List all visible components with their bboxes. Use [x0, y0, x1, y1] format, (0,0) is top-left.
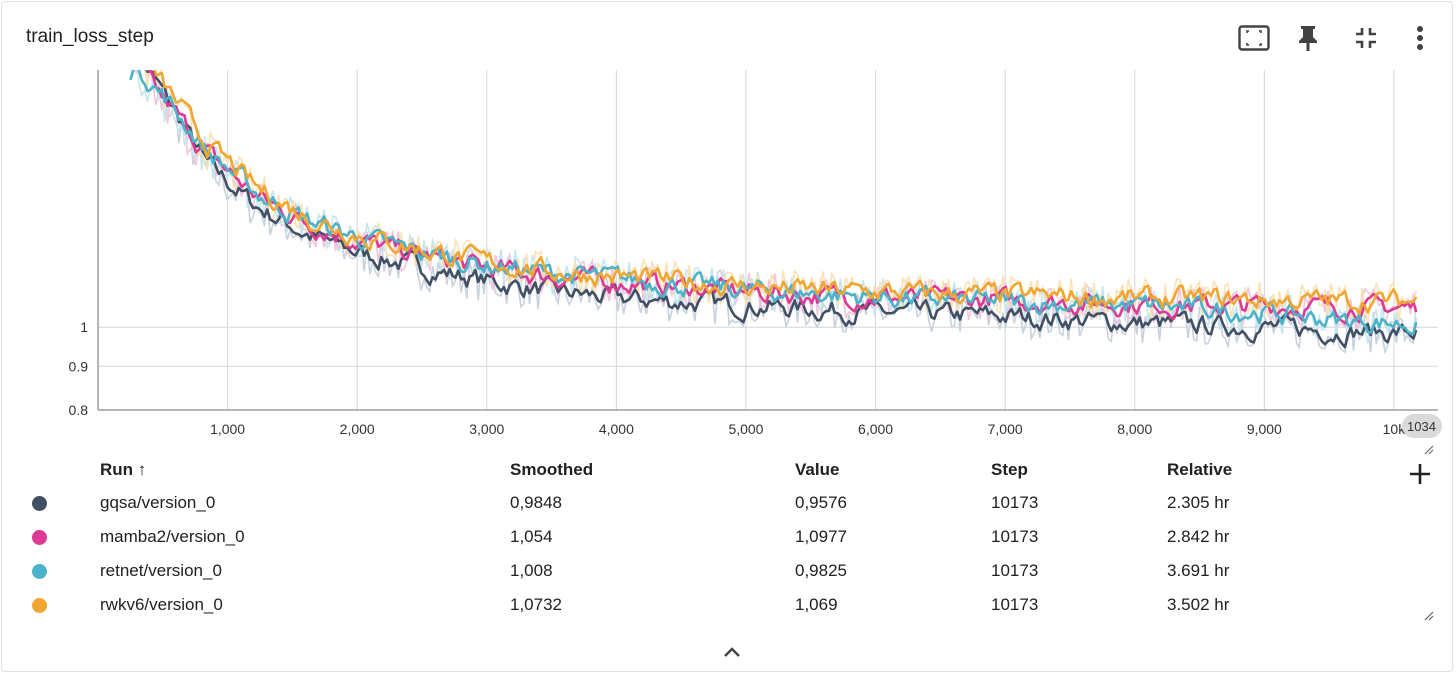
chevron-up-icon: [724, 647, 740, 657]
step-cell: 10173: [991, 561, 1039, 580]
x-tick-label: 7,000: [988, 421, 1023, 437]
header-run[interactable]: Run ↑: [100, 460, 147, 479]
run-color-dot: [32, 530, 47, 546]
fit-domain-button[interactable]: [1236, 20, 1272, 56]
value-cell: 0,9825: [795, 561, 847, 580]
more-menu-button[interactable]: [1402, 20, 1438, 56]
table-row[interactable]: retnet/version_0 1,008 0,9825 10173 3.69…: [2, 554, 1454, 588]
chart-svg[interactable]: 1,000 2,000 3,000 4,000 5,000 6,000 7,000 8,000…: [2, 62, 1454, 454]
table-row[interactable]: mamba2/version_0 1,054 1,0977 10173 2.84…: [2, 520, 1454, 554]
step-cell: 10173: [991, 527, 1039, 546]
plus-icon: [1410, 464, 1430, 484]
relative-cell: 2.842 hr: [1167, 527, 1230, 546]
x-tick-label: 6,000: [858, 421, 893, 437]
run-name: gqsa/version_0: [100, 493, 216, 512]
pin-icon: [1299, 26, 1317, 51]
x-tick-label: 4,000: [599, 421, 634, 437]
header-smoothed[interactable]: Smoothed: [510, 460, 594, 479]
relative-cell: 3.502 hr: [1167, 595, 1230, 614]
run-color-dot: [32, 496, 47, 512]
relative-cell: 3.691 hr: [1167, 561, 1230, 580]
table-resize-handle[interactable]: [1422, 608, 1434, 621]
value-cell: 1,0977: [795, 527, 847, 546]
x-tick-label: 10k: [1383, 421, 1407, 437]
smoothed-value: 1,008: [510, 561, 553, 580]
series-line-rwkv6[interactable]: [130, 62, 1418, 316]
header-relative[interactable]: Relative: [1167, 460, 1233, 479]
fit-domain-icon: [1238, 25, 1270, 51]
smoothed-value: 1,054: [510, 527, 553, 546]
chart-resize-handle[interactable]: [1422, 442, 1434, 455]
header-color: [2, 454, 100, 486]
runs-table-header: Run ↑ Smoothed Value Step Relative: [2, 454, 1454, 486]
step-cell: 10173: [991, 595, 1039, 614]
x-tick-label: 5,000: [728, 421, 763, 437]
collapse-icon: [1356, 28, 1376, 48]
x-tick-label: 1,000: [210, 421, 245, 437]
step-badge-label: 1034: [1407, 419, 1436, 434]
y-tick-label: 1: [80, 319, 88, 335]
header-value[interactable]: Value: [795, 460, 840, 479]
card-title: train_loss_step: [26, 26, 154, 47]
value-cell: 1,069: [795, 595, 838, 614]
smoothed-value: 1,0732: [510, 595, 562, 614]
series-line-gqsa[interactable]: [130, 62, 1418, 349]
header-step[interactable]: Step: [991, 460, 1028, 479]
smoothed-value: 0,9848: [510, 493, 562, 512]
series-group: [129, 62, 1418, 355]
table-row[interactable]: gqsa/version_0 0,9848 0,9576 10173 2.305…: [2, 486, 1454, 520]
x-tick-label: 9,000: [1247, 421, 1282, 437]
pin-button[interactable]: [1290, 20, 1326, 56]
run-name: rwkv6/version_0: [100, 595, 223, 614]
run-name: retnet/version_0: [100, 561, 222, 580]
run-color-dot: [32, 564, 47, 580]
x-tick-label: 2,000: [340, 421, 375, 437]
resize-icon: [1424, 611, 1434, 621]
y-tick-label: 0.9: [69, 358, 89, 374]
table-row[interactable]: rwkv6/version_0 1,0732 1,069 10173 3.502…: [2, 588, 1454, 622]
run-name: mamba2/version_0: [100, 527, 245, 546]
series-line-retnet[interactable]: [129, 62, 1418, 335]
x-tick-label: 3,000: [469, 421, 504, 437]
more-vert-icon: [1417, 26, 1423, 50]
line-chart[interactable]: 1,000 2,000 3,000 4,000 5,000 6,000 7,000 8,000…: [2, 62, 1454, 454]
x-tick-label: 8,000: [1117, 421, 1152, 437]
resize-icon: [1424, 445, 1434, 455]
run-color-dot: [32, 598, 47, 614]
step-cell: 10173: [991, 493, 1039, 512]
relative-cell: 2.305 hr: [1167, 493, 1230, 512]
step-badge: [1402, 414, 1442, 438]
value-cell: 0,9576: [795, 493, 847, 512]
runs-table: Run ↑ Smoothed Value Step Relative gqsa/…: [2, 454, 1454, 622]
collapse-table-button[interactable]: [718, 642, 746, 662]
y-tick-label: 0.8: [69, 402, 89, 418]
collapse-button[interactable]: [1348, 20, 1384, 56]
add-column-button[interactable]: [1406, 460, 1434, 488]
